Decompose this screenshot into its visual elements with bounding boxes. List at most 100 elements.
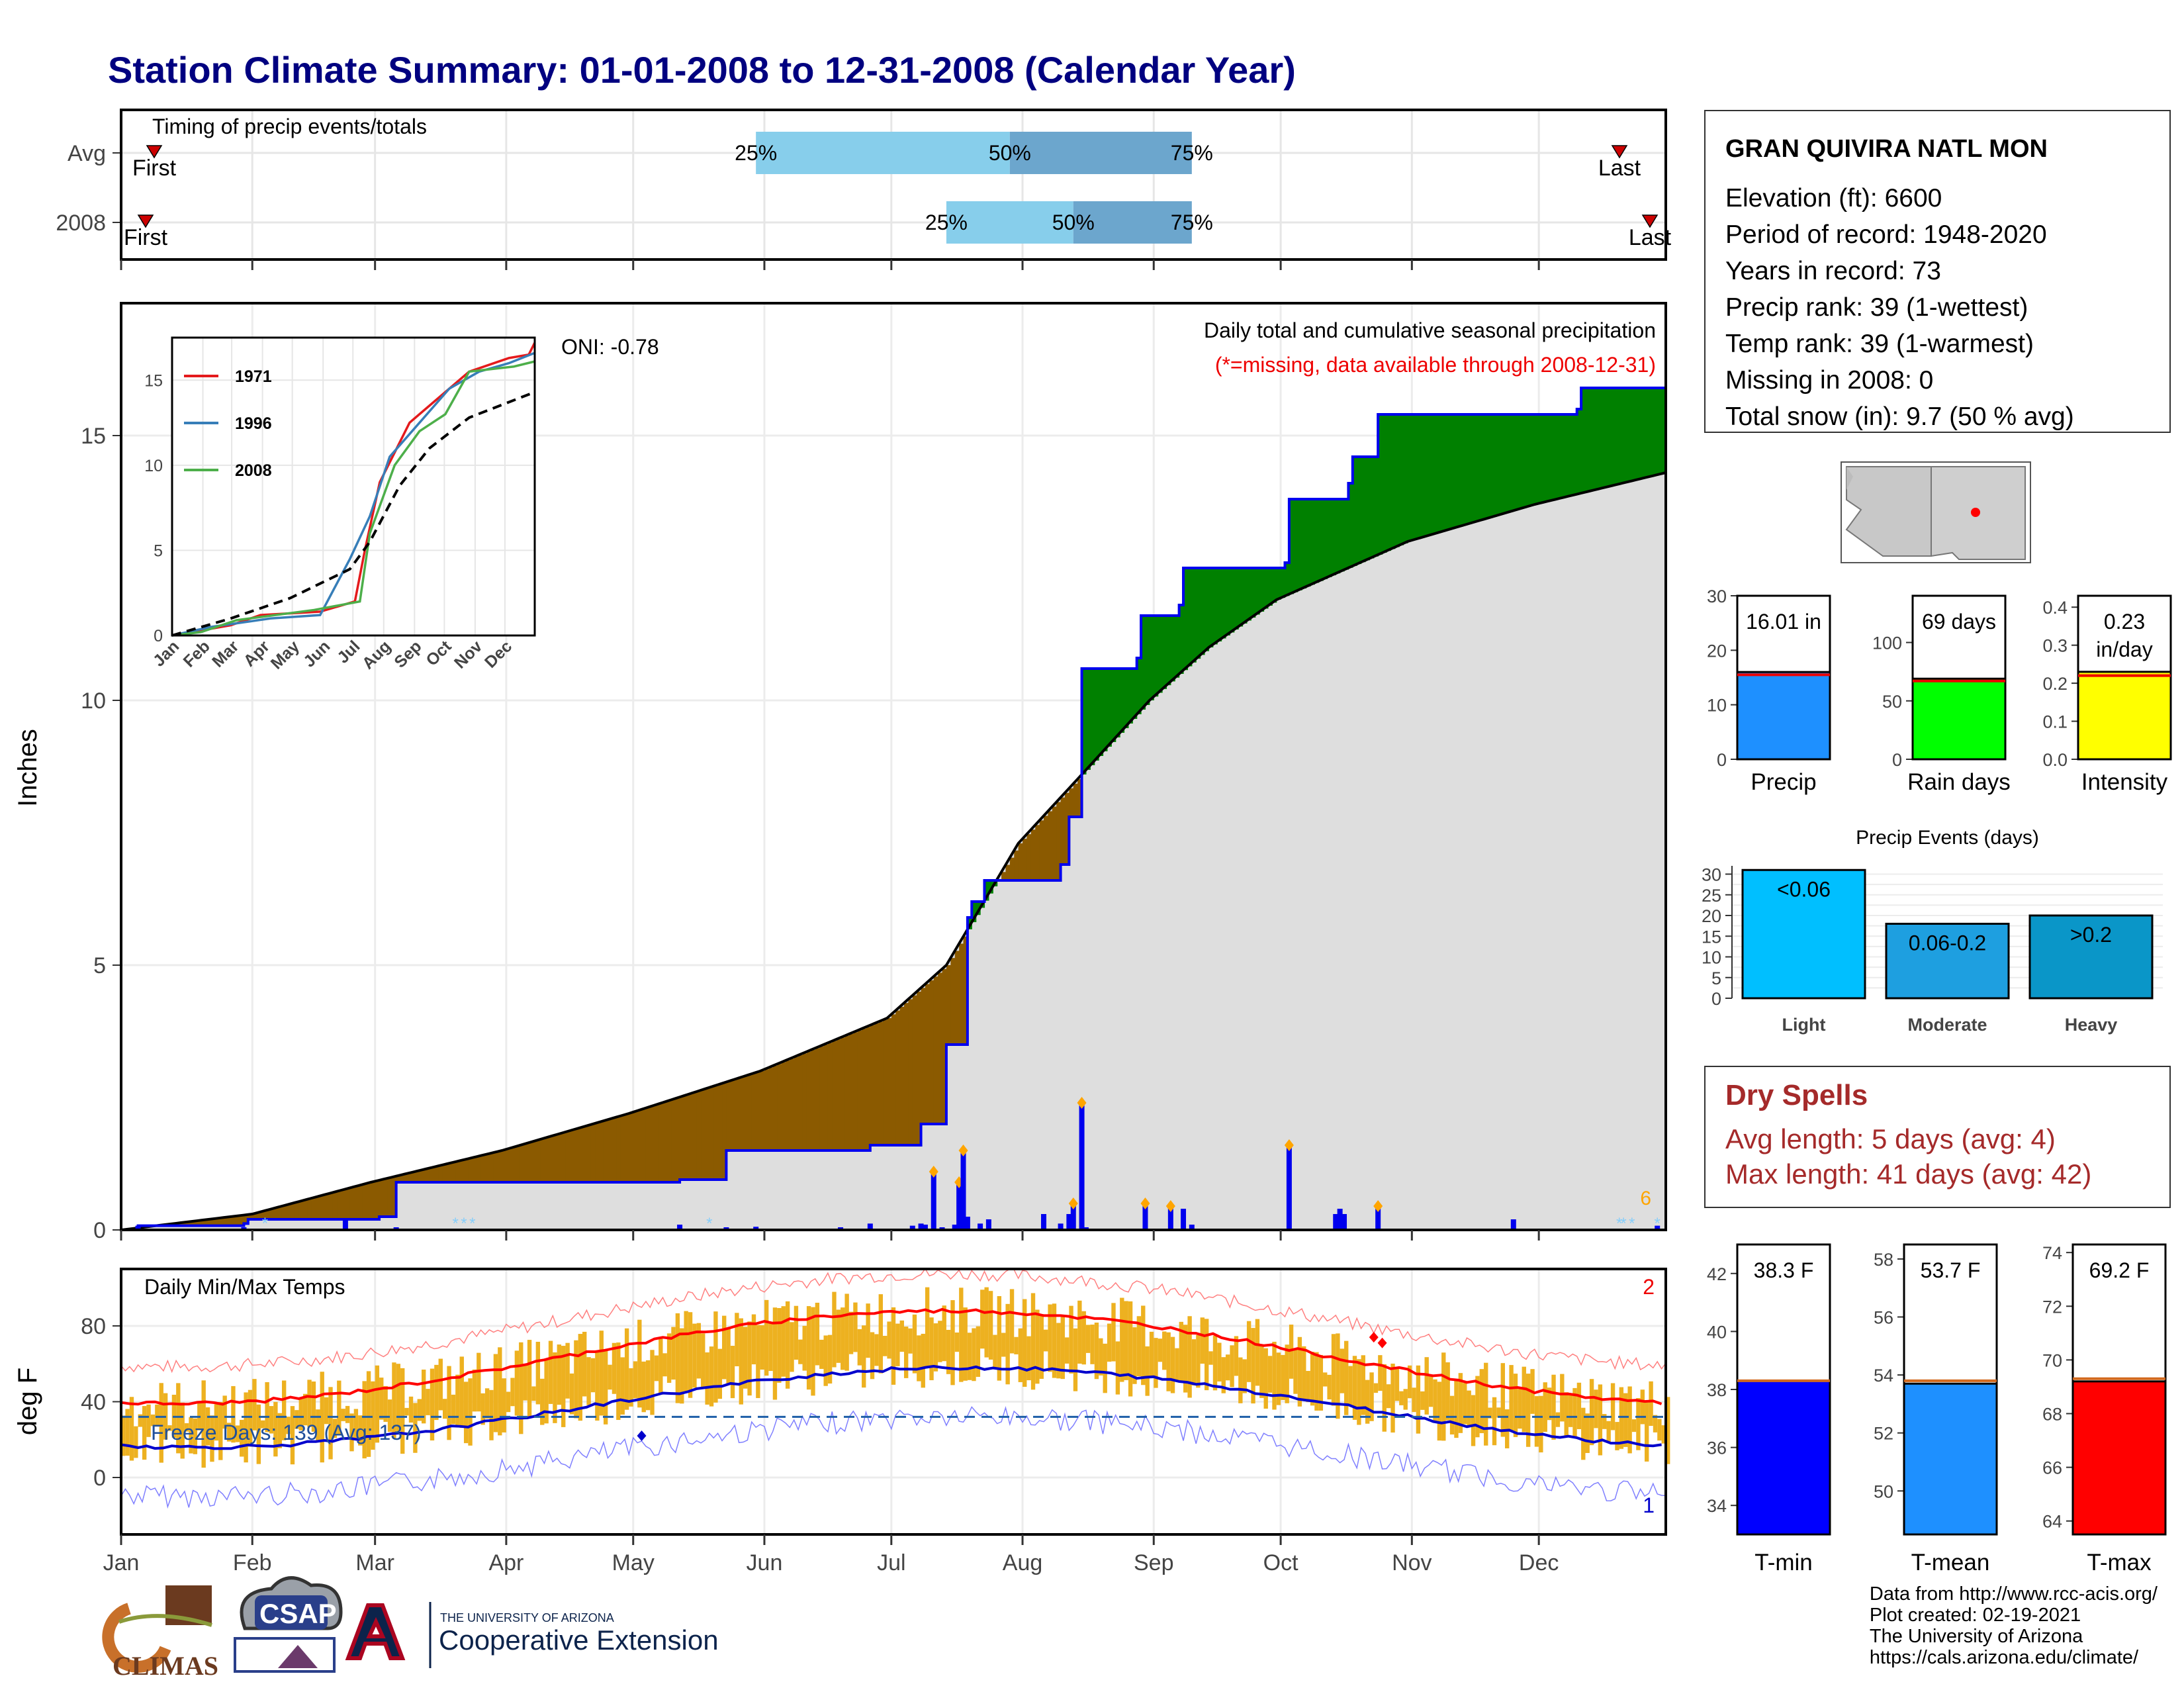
above-normal-bar (1488, 414, 1493, 518)
daily-temp-bar (819, 1339, 824, 1369)
above-normal-bar (1145, 616, 1150, 705)
above-normal-bar (1471, 414, 1476, 523)
daily-temp-bar (688, 1312, 693, 1398)
daily-temp-bar (629, 1368, 633, 1407)
daily-temp-bar (222, 1395, 227, 1429)
below-normal-bar (815, 1048, 820, 1150)
above-normal-bar (1183, 568, 1189, 671)
daily-precip-bar (867, 1223, 873, 1230)
timing-p75-label: 75% (1171, 141, 1213, 165)
below-normal-bar (535, 1141, 541, 1182)
below-normal-bar (891, 1014, 896, 1145)
station-info-box: GRAN QUIVIRA NATL MON Elevation (ft): 66… (1704, 110, 2171, 433)
below-normal-bar (582, 1127, 587, 1182)
above-normal-bar (1242, 568, 1248, 624)
below-normal-bar (417, 1170, 422, 1182)
below-normal-bar (222, 1217, 228, 1226)
above-normal-bar (1124, 669, 1129, 728)
below-normal-bar (739, 1078, 744, 1150)
daily-temp-bar (582, 1331, 587, 1397)
below-normal-bar (811, 1050, 816, 1150)
daily-temp-bar (1619, 1387, 1624, 1449)
below-normal-bar (387, 1178, 392, 1217)
below-normal-bar (472, 1157, 477, 1182)
temp-summary-y-tick-label: 40 (1707, 1322, 1727, 1342)
daily-temp-bar (404, 1407, 409, 1416)
daily-precip-bar (1181, 1209, 1187, 1230)
temp-summary-y-tick-label: 58 (1874, 1250, 1893, 1270)
below-normal-bar (332, 1192, 338, 1219)
summary-y-tick-label: 100 (1872, 633, 1902, 653)
above-normal-bar (1518, 414, 1523, 510)
above-normal-bar (1204, 568, 1209, 651)
below-normal-bar (620, 1115, 625, 1182)
below-normal-bar (751, 1074, 756, 1150)
daily-temp-bar (963, 1307, 968, 1381)
daily-temp-bar (1433, 1379, 1437, 1422)
above-normal-bar (1314, 499, 1320, 583)
oni-label: ONI: -0.78 (561, 335, 659, 359)
daily-temp-bar (747, 1321, 752, 1396)
temp-summary-y-tick-label: 72 (2042, 1297, 2062, 1317)
above-normal-bar (1390, 414, 1396, 549)
university-of-arizona-logo: THE UNIVERSITY OF ARIZONA Cooperative Ex… (345, 1602, 719, 1668)
timing-bar-25-50 (946, 201, 1073, 244)
summary-bar-value (2077, 671, 2172, 761)
daily-precip-bar (1066, 1214, 1072, 1230)
below-normal-bar (709, 1087, 714, 1180)
below-normal-bar (1077, 778, 1083, 817)
daily-temp-bar (1285, 1344, 1289, 1403)
daily-precip-bar (1375, 1206, 1381, 1230)
daily-precip-bar (753, 1227, 759, 1230)
daily-temp-bar (662, 1353, 667, 1377)
below-normal-bar (349, 1188, 355, 1219)
daily-temp-bar (967, 1333, 972, 1380)
inset-y-tick-label: 0 (154, 627, 163, 645)
above-normal-bar (1289, 499, 1294, 594)
daily-temp-bar (739, 1318, 743, 1405)
daily-temp-bar (193, 1418, 198, 1454)
snow-marker: * (461, 1215, 467, 1233)
above-normal-bar (1602, 388, 1608, 489)
daily-temp-bar (1179, 1321, 1184, 1382)
below-normal-bar (506, 1149, 511, 1182)
above-normal-bar (1348, 483, 1353, 568)
timing-last-marker (1641, 214, 1659, 228)
below-normal-bar (1014, 850, 1019, 880)
daily-temp-bar (502, 1378, 506, 1432)
below-normal-bar (502, 1150, 507, 1182)
above-normal-bar (1568, 414, 1573, 496)
snow-marker: * (469, 1215, 475, 1233)
above-normal-bar (1166, 616, 1171, 686)
daily-temp-bar (1661, 1425, 1666, 1444)
daily-temp-bar (1039, 1314, 1044, 1379)
above-normal-bar (1120, 669, 1125, 733)
climas-logo-text: CLIMAS (113, 1651, 218, 1681)
below-normal-bar (912, 995, 917, 1145)
daily-temp-bar (379, 1378, 384, 1420)
above-normal-bar (1496, 414, 1502, 516)
below-normal-bar (599, 1122, 604, 1182)
daily-temp-bar (1306, 1371, 1310, 1403)
daily-temp-bar (866, 1303, 870, 1358)
daily-temp-bar (353, 1409, 359, 1439)
credits: Data from http://www.rcc-acis.org/ Plot … (1870, 1583, 2158, 1668)
temp-summary-y-tick-label: 64 (2042, 1512, 2062, 1532)
below-normal-bar (510, 1148, 516, 1182)
below-normal-bar (903, 1003, 909, 1145)
daily-temp-bar (823, 1335, 828, 1386)
below-normal-bar (459, 1160, 465, 1182)
daily-temp-bar (666, 1333, 672, 1383)
above-normal-bar (1217, 568, 1222, 641)
daily-temp-bar (1014, 1336, 1019, 1354)
precip-events-y-tick-label: 15 (1702, 927, 1721, 947)
daily-temp-bar (1246, 1321, 1251, 1382)
daily-temp-bar (836, 1309, 841, 1363)
inset-series-line (171, 360, 535, 637)
inset-legend-label: 2008 (235, 461, 272, 480)
above-normal-bar (1306, 499, 1311, 587)
daily-temp-bar (1352, 1356, 1357, 1420)
daily-temp-bar (726, 1328, 731, 1385)
daily-temp-bar (1403, 1389, 1408, 1410)
